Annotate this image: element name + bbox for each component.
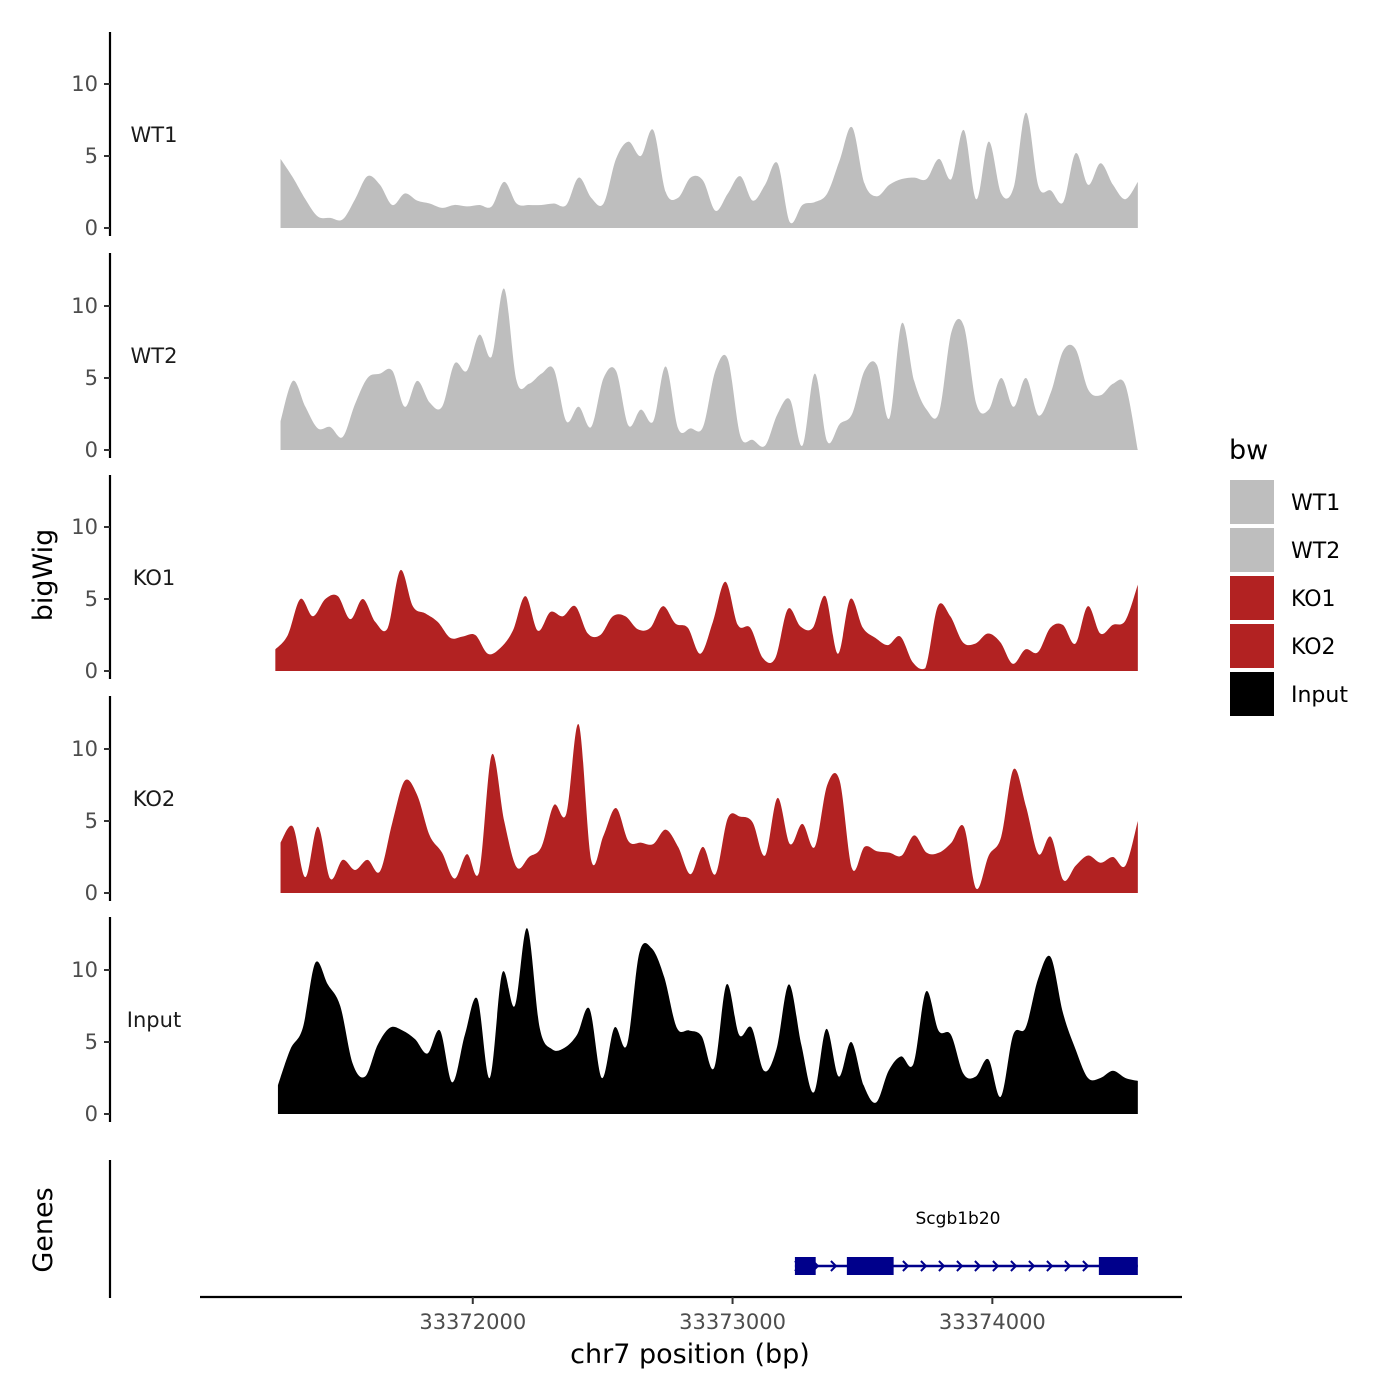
strand-arrow <box>1010 1260 1018 1272</box>
y-tick-label: 5 <box>85 1030 98 1054</box>
gene-exon <box>1098 1257 1138 1275</box>
legend-title: bw <box>1229 435 1268 466</box>
track-ko2: 0 5 10 KO2 <box>71 696 1138 905</box>
tracks: 0 5 10 WT1 0 5 10 WT2 0 5 10 KO1 0 5 10 KO2 0 5 10 Input <box>71 32 1138 1126</box>
legend-item-input: Input <box>1230 672 1348 716</box>
track-label: Input <box>127 1008 181 1032</box>
area-wt1 <box>280 112 1138 228</box>
track-wt1: 0 5 10 WT1 <box>71 32 1138 240</box>
y-tick-label: 0 <box>85 438 98 462</box>
legend-label: WT2 <box>1291 539 1340 564</box>
area-wt2 <box>280 288 1138 450</box>
strand-arrow <box>938 1260 946 1272</box>
legend-item-wt1: WT1 <box>1230 480 1340 524</box>
strand-arrow <box>1082 1260 1090 1272</box>
track-ko1: 0 5 10 KO1 <box>71 475 1138 683</box>
x-axis-title: chr7 position (bp) <box>570 1339 810 1370</box>
y-tick-label: 0 <box>85 216 98 240</box>
y-tick-label: 0 <box>85 1102 98 1126</box>
y-tick-label: 10 <box>71 737 98 761</box>
strand-arrow <box>956 1260 964 1272</box>
track-input: 0 5 10 Input <box>71 917 1138 1126</box>
y-tick-label: 10 <box>71 515 98 539</box>
legend-swatch <box>1230 576 1274 620</box>
strand-arrow <box>1064 1260 1072 1272</box>
legend: bw WT1 WT2 KO1 KO2 Input <box>1229 435 1348 716</box>
strand-arrow <box>1028 1260 1036 1272</box>
strand-arrow <box>902 1260 910 1272</box>
y-tick-label: 5 <box>85 809 98 833</box>
x-tick-label: 33374000 <box>939 1310 1046 1334</box>
strand-arrow <box>1046 1260 1054 1272</box>
y-tick-label: 10 <box>71 72 98 96</box>
track-wt2: 0 5 10 WT2 <box>71 253 1138 462</box>
x-tick-label: 33373000 <box>679 1310 786 1334</box>
genes-axis-title: Genes <box>28 1187 59 1272</box>
y-tick-label: 0 <box>85 881 98 905</box>
legend-label: Input <box>1291 683 1348 708</box>
legend-swatch <box>1230 480 1274 524</box>
gene-model <box>794 1257 1138 1275</box>
legend-swatch <box>1230 528 1274 572</box>
strand-arrow <box>974 1260 982 1272</box>
x-tick-label: 33372000 <box>419 1310 526 1334</box>
legend-label: WT1 <box>1291 491 1340 516</box>
y-tick-label: 5 <box>85 366 98 390</box>
y-tick-label: 0 <box>85 659 98 683</box>
legend-swatch <box>1230 624 1274 668</box>
x-axis: 33372000 33373000 33374000 <box>200 1295 1182 1334</box>
y-tick-label: 5 <box>85 144 98 168</box>
track-label: KO2 <box>133 787 176 811</box>
area-ko2 <box>280 724 1138 893</box>
legend-item-ko1: KO1 <box>1230 576 1336 620</box>
strand-arrow <box>830 1260 838 1272</box>
area-ko1 <box>275 569 1138 671</box>
gene-label: Scgb1b20 <box>916 1209 1001 1229</box>
y-axis-title: bigWig <box>28 529 59 622</box>
strand-arrow <box>920 1260 928 1272</box>
strand-arrow <box>992 1260 1000 1272</box>
genes-panel: Scgb1b20 <box>108 1160 1138 1298</box>
track-label: WT2 <box>131 344 178 368</box>
legend-item-wt2: WT2 <box>1230 528 1340 572</box>
gene-exon <box>794 1257 816 1275</box>
legend-label: KO1 <box>1291 587 1336 612</box>
gene-exon <box>846 1257 894 1275</box>
y-tick-label: 5 <box>85 587 98 611</box>
area-input <box>277 928 1138 1114</box>
track-label: WT1 <box>131 123 178 147</box>
y-tick-label: 10 <box>71 958 98 982</box>
legend-swatch <box>1230 672 1274 716</box>
legend-item-ko2: KO2 <box>1230 624 1336 668</box>
track-label: KO1 <box>133 566 176 590</box>
legend-label: KO2 <box>1291 635 1336 660</box>
y-tick-label: 10 <box>71 294 98 318</box>
